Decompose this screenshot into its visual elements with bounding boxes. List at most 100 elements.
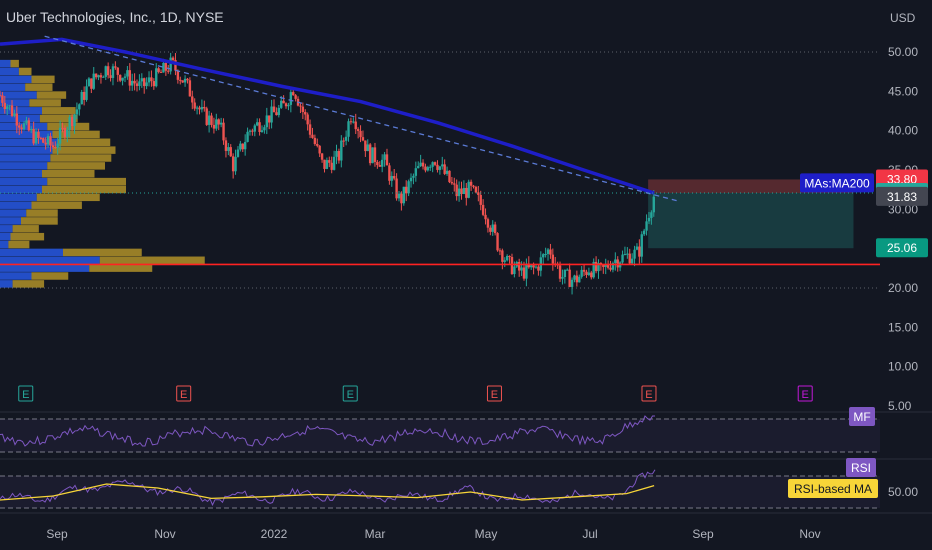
candle-body [70, 117, 74, 127]
ma200-line[interactable] [0, 37, 655, 195]
candle-body [604, 264, 607, 267]
rsi-pane-label[interactable]: RSI [846, 458, 876, 477]
candle-body [380, 159, 384, 167]
candle-body [277, 107, 281, 116]
candle-body [424, 166, 427, 171]
candle-body [320, 153, 324, 160]
candle-body [106, 66, 110, 76]
candle-body [587, 272, 591, 275]
volume-bar-up [0, 99, 30, 107]
candle-body [140, 78, 144, 82]
candle-body [558, 265, 562, 279]
candle-body [383, 154, 386, 160]
candle-body [522, 267, 526, 279]
volume-bar-up [0, 232, 11, 241]
candle-body [63, 127, 67, 137]
candle-body [544, 253, 547, 255]
candle-body [409, 177, 413, 182]
candle-body [25, 120, 28, 124]
earnings-marker[interactable]: E [641, 385, 657, 402]
candle-body [287, 104, 290, 107]
candle-body [438, 166, 442, 170]
trend-line[interactable] [44, 35, 681, 203]
time-axis-label: Sep [692, 527, 714, 541]
price-axis-currency: USD [890, 11, 916, 25]
earnings-marker[interactable]: E [486, 385, 502, 402]
candle-body [335, 151, 338, 157]
earnings-marker-box [797, 385, 813, 402]
candle-body [429, 166, 432, 168]
candle-body [203, 106, 206, 109]
volume-bar-down [10, 232, 45, 241]
candle-body [590, 272, 593, 278]
time-axis-label: May [475, 527, 498, 541]
stop-price-label[interactable]: 25.06 [876, 238, 928, 258]
candle-body [167, 70, 170, 72]
candle-body [164, 62, 168, 71]
candle-body [486, 219, 490, 228]
mf-line [0, 415, 655, 447]
last-price-label[interactable]: 31.83 [876, 186, 928, 206]
candle-body [78, 104, 81, 110]
volume-bar-down [21, 217, 58, 225]
volume-bar-up [0, 107, 42, 115]
candle-body [87, 78, 91, 87]
candle-body [270, 106, 273, 123]
candle-body [104, 66, 107, 77]
candle-body [299, 105, 302, 107]
candle-body [340, 140, 343, 161]
mf-pane-label[interactable]: MF [849, 407, 875, 426]
candle-body [169, 57, 172, 72]
volume-bar-down [63, 248, 142, 257]
candle-body [510, 257, 514, 275]
volume-bar-down [89, 264, 153, 272]
volume-bar-down [47, 177, 126, 186]
price-axis-tick: 5.00 [888, 399, 912, 413]
candle-body [121, 77, 124, 81]
candle-body [10, 105, 14, 116]
candle-body [133, 80, 136, 84]
earnings-marker[interactable]: E [797, 385, 813, 402]
candle-body [474, 186, 478, 193]
candle-body [73, 114, 76, 127]
volume-bar-up [0, 240, 9, 249]
earnings-marker[interactable]: E [18, 385, 34, 402]
candle-body [606, 264, 610, 268]
candle-body [323, 159, 326, 169]
candle-body [123, 76, 127, 78]
candle-body [92, 73, 95, 89]
volume-bar-down [52, 146, 116, 154]
candle-body [94, 73, 98, 78]
candle-body [626, 253, 629, 255]
earnings-marker-letter: E [491, 389, 498, 401]
candle-body [609, 267, 612, 270]
earnings-marker[interactable]: E [176, 385, 192, 402]
candle-body [397, 193, 401, 199]
candle-body [248, 130, 252, 132]
rsi-ma-label[interactable]: RSI-based MA [788, 479, 878, 498]
candle-body [621, 254, 624, 263]
earnings-marker[interactable]: E [342, 385, 358, 402]
volume-bar-down [57, 138, 111, 147]
time-axis-label: Jul [582, 527, 597, 541]
candle-body [484, 214, 487, 220]
candle-body [431, 162, 434, 167]
candle-body [157, 68, 160, 72]
candle-body [0, 95, 2, 97]
candle-body [582, 269, 586, 272]
target-price-label-text: 33.80 [887, 172, 917, 186]
candle-body [46, 136, 50, 145]
volume-profile [0, 59, 205, 288]
candle-body [224, 140, 228, 151]
time-axis-label: Nov [154, 527, 175, 541]
ma-tag-label-text: MAs:MA200 [804, 176, 870, 190]
volume-bar-down [25, 83, 53, 91]
volume-bar-down [31, 272, 69, 280]
price-axis-tick: 15.00 [888, 320, 918, 334]
candle-body [251, 130, 254, 132]
ma-tag-label[interactable]: MAs:MA200 [800, 173, 874, 193]
candle-body [68, 117, 71, 130]
candle-body [347, 121, 350, 137]
volume-bar-up [0, 225, 13, 233]
